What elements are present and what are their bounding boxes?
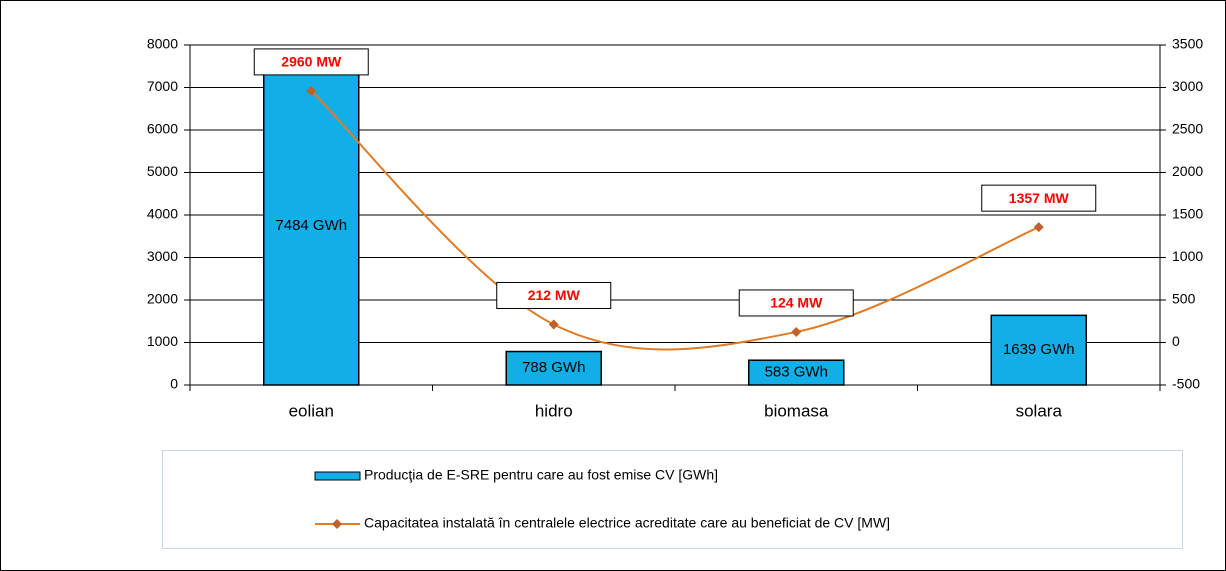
y-tick-label: 2000 xyxy=(147,291,178,307)
bar-value-label: 788 GWh xyxy=(522,359,585,376)
line-marker xyxy=(1033,222,1044,233)
y2-tick-label: 2000 xyxy=(1172,163,1203,179)
x-tick-label: hidro xyxy=(535,401,573,420)
x-tick-label: biomasa xyxy=(764,401,829,420)
x-tick-label: solara xyxy=(1016,401,1063,420)
y2-tick-label: 3500 xyxy=(1172,36,1203,52)
y-tick-label: 5000 xyxy=(147,163,178,179)
y-tick-label: 7000 xyxy=(147,78,178,94)
line-marker xyxy=(306,85,317,96)
bar xyxy=(505,350,602,386)
line-value-label: 212 MW xyxy=(528,287,581,303)
line-value-label: 124 MW xyxy=(770,295,823,311)
y2-tick-label: 2500 xyxy=(1172,121,1203,137)
bar xyxy=(990,314,1087,386)
legend-marker xyxy=(332,519,342,529)
y2-tick-label: 500 xyxy=(1172,291,1196,307)
legend-box xyxy=(162,450,1183,549)
value-label-box xyxy=(253,48,369,76)
value-label-box xyxy=(496,281,612,309)
legend-label: Producţia de E-SRE pentru care au fost e… xyxy=(364,467,718,483)
y2-tick-label: 1000 xyxy=(1172,248,1203,264)
y2-tick-label: 3000 xyxy=(1172,78,1203,94)
y-tick-label: 1000 xyxy=(147,333,178,349)
y-tick-label: 3000 xyxy=(147,248,178,264)
line-marker xyxy=(548,319,559,330)
y-tick-label: 0 xyxy=(170,376,178,392)
line-value-label: 2960 MW xyxy=(281,54,342,70)
value-label-box xyxy=(981,184,1097,212)
legend-swatch xyxy=(314,471,361,481)
bar-value-label: 583 GWh xyxy=(765,364,828,381)
legend-label: Capacitatea instalată în centralele elec… xyxy=(364,515,890,531)
bar xyxy=(748,359,845,386)
bar xyxy=(263,66,360,386)
y2-tick-label: 1500 xyxy=(1172,206,1203,222)
bar-value-label: 1639 GWh xyxy=(1003,341,1075,358)
y-tick-label: 4000 xyxy=(147,206,178,222)
bar-value-label: 7484 GWh xyxy=(275,217,347,234)
y-tick-label: 8000 xyxy=(147,36,178,52)
line-value-label: 1357 MW xyxy=(1009,190,1070,206)
x-tick-label: eolian xyxy=(289,401,334,420)
y-tick-label: 6000 xyxy=(147,121,178,137)
value-label-box xyxy=(738,289,854,317)
y2-tick-label: -500 xyxy=(1172,376,1200,392)
line xyxy=(310,90,1040,351)
y2-tick-label: 0 xyxy=(1172,333,1180,349)
line-marker xyxy=(791,326,802,337)
